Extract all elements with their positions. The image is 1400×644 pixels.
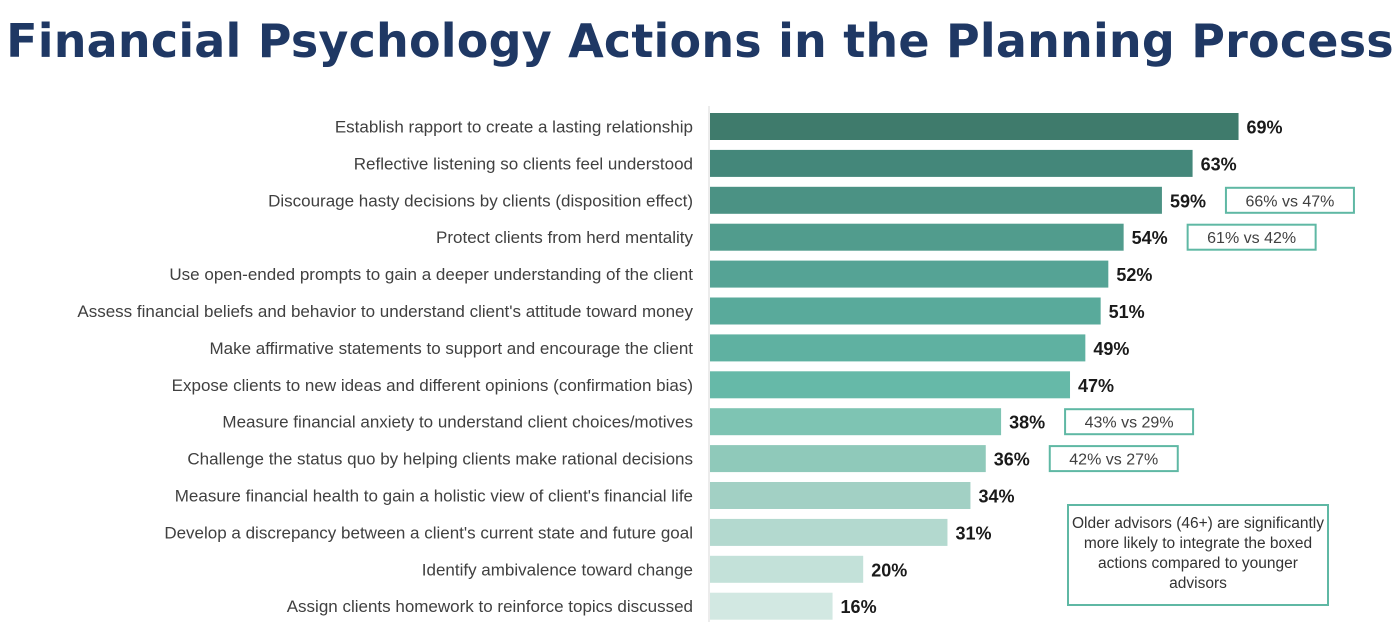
category-label: Establish rapport to create a lasting re… (335, 118, 693, 137)
value-label: 20% (871, 560, 907, 580)
value-label: 52% (1116, 265, 1152, 285)
value-label: 51% (1109, 302, 1145, 322)
value-label: 34% (978, 487, 1014, 507)
value-label: 36% (994, 450, 1030, 470)
bar (710, 149, 1193, 177)
category-label: Protect clients from herd mentality (436, 228, 693, 247)
category-label: Assess financial beliefs and behavior to… (77, 302, 693, 321)
category-label: Identify ambivalence toward change (422, 560, 693, 579)
bar (710, 260, 1109, 288)
bar (710, 482, 971, 509)
comparison-box (1224, 186, 1355, 214)
category-label: Discourage hasty decisions by clients (d… (268, 191, 693, 210)
bar (710, 297, 1101, 325)
category-label: Develop a discrepancy between a client's… (164, 523, 693, 542)
bar (710, 518, 948, 546)
bar (710, 113, 1239, 140)
value-label: 59% (1170, 191, 1206, 211)
value-label: 54% (1132, 228, 1168, 248)
comparison-label: 66% vs 47% (1245, 193, 1334, 210)
category-label: Reflective listening so clients feel und… (354, 154, 693, 173)
bar (710, 223, 1124, 251)
annotation-note: Older advisors (46+) are significantly m… (1067, 504, 1329, 606)
bar (710, 555, 864, 583)
comparison-label: 43% vs 29% (1085, 415, 1174, 432)
category-label: Measure financial health to gain a holis… (175, 487, 693, 506)
bar (710, 334, 1086, 362)
category-label: Assign clients homework to reinforce top… (287, 597, 693, 616)
bar (710, 186, 1162, 214)
bar (710, 592, 833, 620)
value-label: 38% (1009, 413, 1045, 433)
bar (710, 408, 1002, 436)
category-label: Make affirmative statements to support a… (209, 339, 693, 358)
value-label: 31% (955, 523, 991, 543)
value-label: 47% (1078, 376, 1114, 396)
category-label: Use open-ended prompts to gain a deeper … (169, 265, 693, 284)
value-label: 63% (1201, 154, 1237, 174)
bar (710, 445, 986, 473)
chart-title: Financial Psychology Actions in the Plan… (6, 14, 1394, 68)
comparison-box (1064, 408, 1195, 436)
comparison-label: 42% vs 27% (1069, 452, 1158, 469)
bar (710, 371, 1071, 399)
category-label: Expose clients to new ideas and differen… (172, 376, 693, 395)
category-label: Measure financial anxiety to understand … (222, 413, 693, 432)
value-label: 69% (1247, 118, 1283, 138)
comparison-box (1186, 223, 1317, 251)
category-label: Challenge the status quo by helping clie… (187, 450, 693, 469)
comparison-label: 61% vs 42% (1207, 230, 1296, 247)
value-label: 16% (841, 597, 877, 617)
value-label: 49% (1093, 339, 1129, 359)
comparison-box (1048, 445, 1179, 473)
